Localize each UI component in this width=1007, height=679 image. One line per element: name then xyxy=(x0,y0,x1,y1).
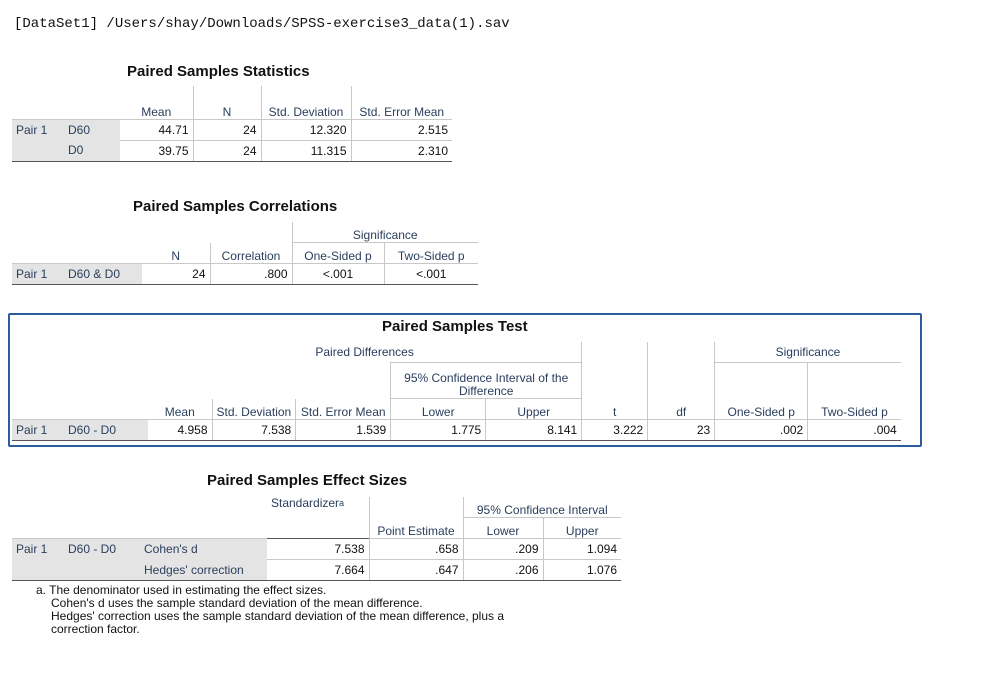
test-title: Paired Samples Test xyxy=(382,318,528,335)
corr-table: Significance N Correlation One-Sided p T… xyxy=(12,222,478,285)
footnote-line: a. The denominator used in estimating th… xyxy=(36,583,327,597)
stats-table: Mean N Std. Deviation Std. Error Mean Pa… xyxy=(12,86,452,162)
stats-pair-label: Pair 1 xyxy=(12,118,64,140)
corr-cell: <.001 xyxy=(383,263,478,285)
footnote-marker: a xyxy=(339,498,345,508)
footnote-line: Cohen's d uses the sample standard devia… xyxy=(51,596,423,610)
effect-measure-label: Cohen's d xyxy=(140,538,267,560)
test-header-lower: Lower xyxy=(390,398,486,420)
effect-cell: 1.094 xyxy=(542,538,621,560)
test-cell: 7.538 xyxy=(211,419,296,441)
stats-row-label: D60 xyxy=(64,118,120,140)
corr-row-label: D60 & D0 xyxy=(64,263,142,285)
stats-header-sd: Std. Deviation xyxy=(260,86,351,120)
test-cell: 23 xyxy=(647,419,715,441)
corr-cell: <.001 xyxy=(291,263,384,285)
effect-cell: 1.076 xyxy=(542,559,621,581)
test-header-df: df xyxy=(647,398,715,420)
effect-cell: 7.538 xyxy=(267,538,369,560)
effect-cell: .647 xyxy=(368,559,463,581)
corr-title: Paired Samples Correlations xyxy=(133,198,338,215)
effect-header-point-estimate: Point Estimate xyxy=(368,497,463,539)
test-cell: 4.958 xyxy=(148,419,212,441)
stats-cell: 44.71 xyxy=(120,118,193,140)
stats-header-se: Std. Error Mean xyxy=(350,86,452,120)
effect-row-label: D60 - D0 xyxy=(64,538,140,560)
test-cell: 8.141 xyxy=(485,419,582,441)
stats-header-mean: Mean xyxy=(120,86,193,120)
test-header-se: Std. Error Mean xyxy=(295,398,391,420)
corr-cell: .800 xyxy=(209,263,292,285)
corr-header-one-sided: One-Sided p xyxy=(291,242,384,264)
stats-cell: 39.75 xyxy=(120,139,193,162)
effect-measure-label: Hedges' correction xyxy=(140,559,267,581)
test-cell: 1.775 xyxy=(390,419,486,441)
effect-header-standardizer: Standardizera xyxy=(271,496,345,510)
stats-cell: 12.320 xyxy=(260,118,351,140)
corr-significance-header: Significance xyxy=(291,222,478,243)
test-cell: .004 xyxy=(807,419,901,441)
effect-header-upper: Upper xyxy=(542,517,621,539)
corr-header-n: N xyxy=(142,242,210,264)
corr-pair-label: Pair 1 xyxy=(12,263,64,285)
test-row-label: D60 - D0 xyxy=(64,419,148,441)
test-cell: 1.539 xyxy=(295,419,391,441)
effect-cell: 7.664 xyxy=(267,559,369,581)
effect-title: Paired Samples Effect Sizes xyxy=(207,472,408,489)
footnote-line: Hedges' correction uses the sample stand… xyxy=(51,609,505,623)
effect-cell: .209 xyxy=(462,538,543,560)
corr-header-correlation: Correlation xyxy=(209,242,292,264)
test-header-one-sided: One-Sided p xyxy=(714,398,808,420)
stats-cell: 24 xyxy=(192,139,261,162)
test-table: Paired Differences Significance 95% Conf… xyxy=(12,342,901,441)
stats-header-n: N xyxy=(192,86,261,120)
stats-cell: 24 xyxy=(192,118,261,140)
stats-cell: 2.515 xyxy=(350,118,452,140)
corr-cell: 24 xyxy=(142,263,210,285)
stats-cell: 11.315 xyxy=(260,139,351,162)
test-cell: 3.222 xyxy=(581,419,648,441)
test-header-sd: Std. Deviation xyxy=(211,398,296,420)
test-header-two-sided: Two-Sided p xyxy=(807,398,901,420)
test-ci-header: 95% Confidence Interval of the Differenc… xyxy=(390,362,582,399)
footnote-line: correction factor. xyxy=(51,622,140,636)
effect-header-lower: Lower xyxy=(462,517,543,539)
effect-footnote: a. The denominator used in estimating th… xyxy=(36,584,504,636)
effect-ci-header: 95% Confidence Interval xyxy=(462,497,621,518)
corr-header-two-sided: Two-Sided p xyxy=(383,242,478,264)
test-pair-label: Pair 1 xyxy=(12,419,64,441)
effect-cell: .206 xyxy=(462,559,543,581)
dataset-path: [DataSet1] /Users/shay/Downloads/SPSS-ex… xyxy=(14,16,510,32)
stats-cell: 2.310 xyxy=(350,139,452,162)
effect-pair-label: Pair 1 xyxy=(12,538,64,560)
stats-title: Paired Samples Statistics xyxy=(127,63,310,80)
test-cell: .002 xyxy=(714,419,808,441)
test-header-mean: Mean xyxy=(148,398,212,420)
paired-test-selection-frame[interactable] xyxy=(8,313,922,447)
test-header-upper: Upper xyxy=(485,398,582,420)
effect-cell: .658 xyxy=(368,538,463,560)
test-significance-header: Significance xyxy=(714,342,901,363)
effect-table: Standardizera Point Estimate 95% Confide… xyxy=(12,497,621,581)
test-paired-differences-header: Paired Differences xyxy=(315,344,414,359)
test-header-t: t xyxy=(581,398,648,420)
stats-row-label: D0 xyxy=(64,140,120,162)
